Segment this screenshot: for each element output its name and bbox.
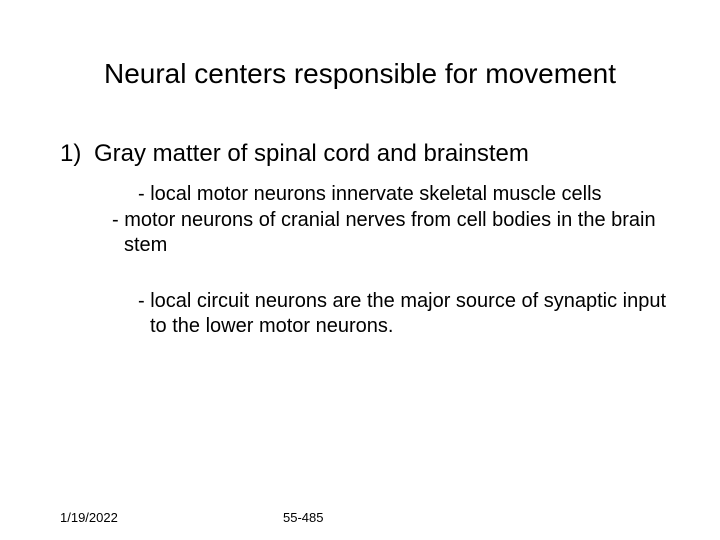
slide-title: Neural centers responsible for movement [0,0,720,90]
footer-page: 55-485 [283,510,323,525]
slide-body: 1)Gray matter of spinal cord and brainst… [0,90,720,340]
list-item-1: 1)Gray matter of spinal cord and brainst… [60,140,670,168]
slide-container: Neural centers responsible for movement … [0,0,720,540]
sub-item-1b: - motor neurons of cranial nerves from c… [60,208,670,259]
list-number: 1) [60,140,94,168]
sub-item-1a: - local motor neurons innervate skeletal… [60,182,670,208]
list-item-1-text: Gray matter of spinal cord and brainstem [94,140,529,167]
sub-item-2: - local circuit neurons are the major so… [60,289,670,340]
footer-date: 1/19/2022 [60,510,118,525]
